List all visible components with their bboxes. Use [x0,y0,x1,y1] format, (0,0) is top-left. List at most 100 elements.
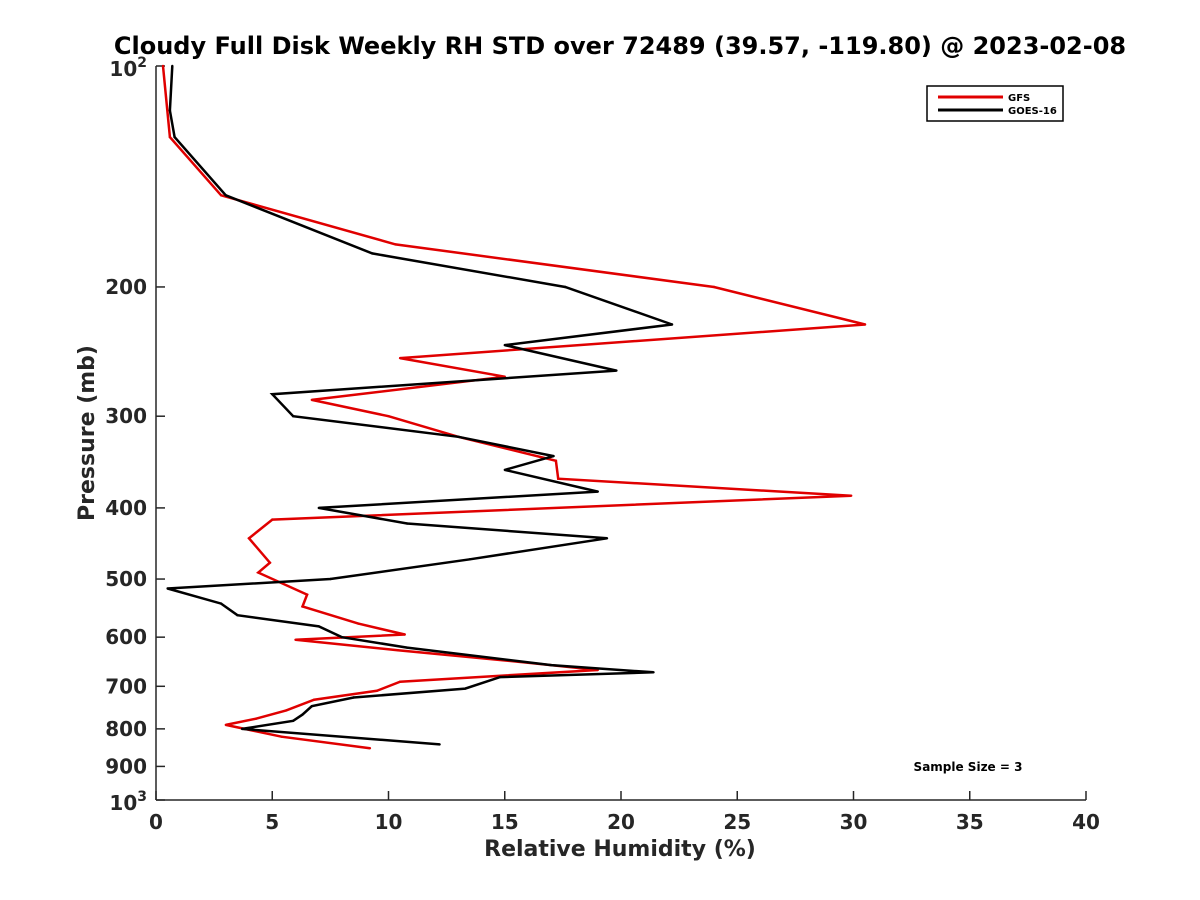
series-goes-16 [166,64,674,746]
data-point [236,614,239,617]
y-tick-power-exponent: 2 [137,55,147,71]
data-point [464,687,467,690]
data-point [312,698,316,701]
data-point [554,459,558,462]
data-point [387,415,390,418]
data-point [368,747,372,750]
x-tick-label: 40 [1072,810,1100,834]
data-point [168,135,172,139]
data-point [396,649,399,652]
data-point [850,494,853,497]
y-tick-label: 800 [105,717,147,741]
data-point [564,285,567,289]
data-point [503,343,506,347]
data-point [310,398,313,402]
data-point [219,602,223,605]
x-tick-label: 5 [265,810,279,834]
y-tick-power-base: 10 [109,57,137,81]
data-point [171,64,174,68]
y-tick-label: 200 [105,275,147,299]
data-point [605,537,609,540]
data-point [863,323,867,326]
data-point [161,64,165,68]
data-point [254,717,258,720]
data-point [394,243,397,246]
x-tick-label: 30 [840,810,868,834]
data-point [305,593,309,596]
data-point [371,252,374,255]
data-point [403,633,406,636]
data-point [375,689,379,692]
data-point [317,506,320,510]
y-tick-label: 300 [105,404,147,428]
data-point [352,696,355,699]
legend-label-gfs: GFS [1008,93,1030,104]
axes-group: 0 5 10 15 20 25 30 35 40 200 300 400 500 600 700 800 900… [105,55,1100,834]
data-point [257,571,260,574]
data-point [329,577,332,581]
x-tick-label: 35 [956,810,984,834]
data-point [310,705,313,708]
data-point [292,719,295,722]
data-point [438,743,441,746]
x-tick-label: 10 [375,810,403,834]
data-point [712,285,716,289]
data-point [670,323,674,326]
y-axis-label: Pressure (mb) [75,345,100,521]
data-point [398,680,402,683]
data-point [240,727,244,731]
data-point [557,477,560,480]
data-point [271,393,274,396]
data-point [285,709,288,712]
data-point [550,663,553,667]
x-axis-label: Relative Humidity (%) [484,837,756,862]
y-tick-power-base: 10 [109,791,137,815]
series-gfs [161,64,867,750]
sample-size-annotation: Sample Size = 3 [914,760,1023,774]
y-tick-label: 400 [105,496,147,520]
data-point [301,605,304,608]
data-point [405,646,409,649]
data-point [294,638,297,641]
y-tick-label-power: 102 [109,55,147,81]
legend: GFS GOES-16 [926,85,1064,122]
data-point [317,625,320,628]
data-point [457,435,460,438]
series-line [161,65,866,750]
y-tick-power-exponent: 3 [137,789,147,805]
data-point [301,713,304,716]
data-point [168,109,172,112]
data-point [247,537,251,540]
data-point [271,518,274,521]
data-point [503,468,506,472]
data-point [357,622,360,625]
data-point [224,723,227,727]
data-point [340,636,344,639]
y-tick-label: 900 [105,754,147,778]
data-point [652,671,655,674]
y-tick-label: 700 [105,674,147,698]
data-point [166,587,169,590]
data-point [280,735,283,738]
data-point [405,522,409,525]
data-point [398,356,402,360]
data-point [224,194,227,197]
chart-title: Cloudy Full Disk Weekly RH STD over 7248… [114,32,1126,60]
legend-label-goes16: GOES-16 [1008,106,1057,117]
x-tick-label: 0 [149,810,163,834]
data-point [268,561,272,564]
data-point [173,135,176,139]
legend-box [926,85,1064,122]
data-point [615,369,618,372]
data-point [219,194,223,197]
data-point [292,415,295,418]
data-point [468,558,472,561]
data-point [596,490,599,493]
y-tick-label-power: 103 [109,789,147,815]
series-layer [161,64,867,750]
y-tick-label: 500 [105,567,147,591]
x-tick-label: 25 [723,810,751,834]
data-point [498,675,502,679]
series-line [167,65,673,746]
